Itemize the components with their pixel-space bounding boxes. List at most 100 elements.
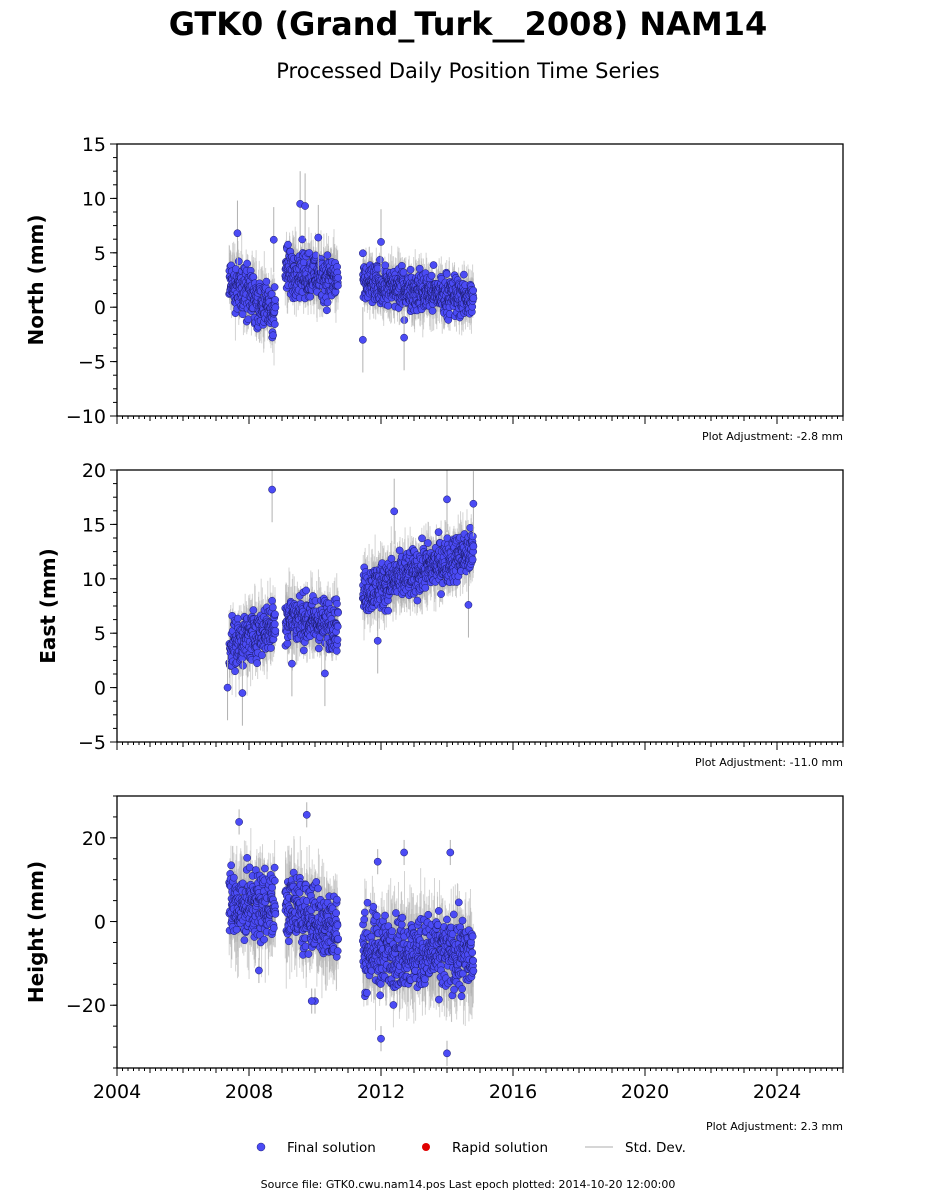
data-point xyxy=(428,307,437,315)
data-point xyxy=(421,583,430,592)
y-tick-label: 0 xyxy=(94,297,106,319)
data-point xyxy=(231,667,239,676)
data-point xyxy=(314,644,323,653)
outlier-point xyxy=(469,499,478,508)
outlier-point xyxy=(321,669,329,678)
data-point xyxy=(323,298,332,307)
y-tick-label: 15 xyxy=(82,514,106,536)
y-tick-label: 10 xyxy=(82,188,106,210)
data-point xyxy=(429,261,438,269)
y-tick-label: 5 xyxy=(94,623,106,645)
data-point xyxy=(270,620,279,628)
data-point xyxy=(413,596,422,605)
data-point xyxy=(469,286,478,295)
data-point xyxy=(434,528,443,536)
data-point xyxy=(267,644,275,652)
data-point xyxy=(271,296,280,304)
data-point xyxy=(262,277,271,286)
data-point xyxy=(299,646,308,655)
data-point xyxy=(253,659,261,668)
data-point xyxy=(283,639,292,648)
data-point xyxy=(381,261,390,270)
data-point xyxy=(469,542,478,551)
panel-2: −5 0 5 10 15 20 East (mm) Plot Adjustment: -11.… xyxy=(36,460,844,769)
outlier-point xyxy=(233,229,242,238)
data-point xyxy=(323,251,332,260)
outlier-point xyxy=(301,202,309,210)
data-layer xyxy=(223,470,478,726)
data-point xyxy=(333,635,342,644)
y-tick-label: −5 xyxy=(78,352,106,374)
outlier-point xyxy=(223,683,232,692)
data-point xyxy=(306,292,315,301)
y-axis-label: East (mm) xyxy=(36,548,60,664)
outlier-point xyxy=(400,333,408,342)
data-point xyxy=(415,264,424,273)
data-point xyxy=(334,608,342,617)
y-tick-label: 5 xyxy=(94,243,106,265)
data-point xyxy=(333,622,342,631)
y-axis-label: North (mm) xyxy=(24,214,48,345)
data-point xyxy=(399,268,408,277)
data-point xyxy=(270,320,279,328)
data-point xyxy=(233,614,242,623)
data-point xyxy=(424,539,432,547)
data-point xyxy=(267,290,276,298)
data-point xyxy=(271,303,280,312)
data-point xyxy=(302,586,310,595)
chart-subtitle: Processed Daily Position Time Series xyxy=(276,59,660,83)
data-point xyxy=(406,265,415,274)
data-point xyxy=(269,603,277,612)
data-point xyxy=(249,273,258,281)
data-point xyxy=(460,270,468,279)
data-point xyxy=(395,546,404,555)
data-point xyxy=(469,294,478,303)
data-point xyxy=(268,596,276,605)
data-point xyxy=(239,661,247,670)
data-point xyxy=(271,626,280,635)
outlier-point xyxy=(314,233,323,242)
y-tick-label: −10 xyxy=(66,406,106,428)
panel-1: −10 −5 0 5 10 15 North (mm) Plot Adjustment: -2… xyxy=(24,134,844,443)
plot-adjustment-note: Plot Adjustment: -11.0 mm xyxy=(695,756,843,769)
y-tick-label: 15 xyxy=(82,134,106,156)
chart-title: GTK0 (Grand_Turk__2008) NAM14 xyxy=(169,5,768,43)
data-point xyxy=(384,606,393,615)
data-point xyxy=(258,651,266,660)
data-point xyxy=(332,647,341,655)
data-point xyxy=(243,259,251,268)
data-point xyxy=(427,271,436,280)
data-layer xyxy=(225,171,478,373)
data-point xyxy=(333,599,341,608)
plot-adjustment-note: Plot Adjustment: -2.8 mm xyxy=(702,430,843,443)
data-point xyxy=(284,240,292,249)
outlier-point xyxy=(268,485,276,494)
data-point xyxy=(234,257,243,266)
y-tick-label: 20 xyxy=(82,460,106,482)
outlier-point xyxy=(377,238,385,246)
plot-frame xyxy=(116,469,844,743)
x-ticks xyxy=(116,742,844,750)
outlier-point xyxy=(443,495,451,504)
y-ticks: −5 0 5 10 15 20 xyxy=(78,460,117,754)
x-ticks xyxy=(116,416,844,424)
data-point xyxy=(376,255,384,264)
data-point xyxy=(437,590,445,598)
plot-frame xyxy=(116,143,844,417)
data-point xyxy=(270,283,279,291)
y-ticks: −10 −5 0 5 10 15 xyxy=(66,134,117,428)
data-point xyxy=(468,555,477,564)
data-point xyxy=(334,273,342,282)
data-layer xyxy=(225,802,478,1066)
data-point xyxy=(298,235,307,244)
data-point xyxy=(359,249,367,258)
data-point xyxy=(442,270,451,278)
outlier-point xyxy=(373,636,382,645)
data-point xyxy=(271,610,279,619)
outlier-point xyxy=(390,507,399,516)
y-tick-label: 10 xyxy=(82,569,106,591)
data-point xyxy=(249,606,258,614)
data-point xyxy=(269,331,277,340)
data-point xyxy=(384,301,393,310)
data-point xyxy=(334,281,342,290)
